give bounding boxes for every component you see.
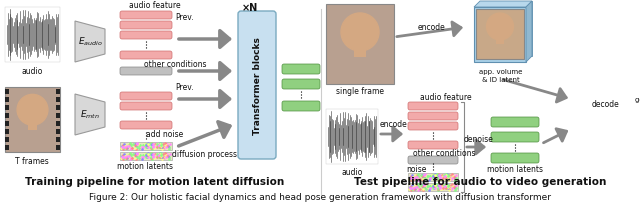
FancyBboxPatch shape bbox=[238, 12, 276, 159]
FancyBboxPatch shape bbox=[120, 92, 172, 101]
Bar bbox=[5, 105, 9, 110]
FancyBboxPatch shape bbox=[491, 117, 539, 127]
Bar bbox=[408, 183, 458, 191]
Bar bbox=[120, 142, 172, 150]
Circle shape bbox=[17, 95, 48, 125]
Bar bbox=[5, 145, 9, 150]
Bar bbox=[5, 97, 9, 103]
Bar bbox=[355, 48, 365, 57]
Text: decode: decode bbox=[592, 100, 620, 109]
FancyBboxPatch shape bbox=[491, 153, 539, 163]
FancyBboxPatch shape bbox=[120, 121, 172, 129]
Text: other conditions: other conditions bbox=[413, 149, 476, 158]
Text: $E_{audio}$: $E_{audio}$ bbox=[77, 36, 102, 48]
Bar bbox=[326, 109, 378, 164]
Bar bbox=[56, 129, 60, 134]
FancyBboxPatch shape bbox=[408, 156, 458, 164]
Bar bbox=[56, 137, 60, 142]
FancyBboxPatch shape bbox=[282, 80, 320, 90]
Text: audio feature: audio feature bbox=[129, 1, 181, 11]
FancyBboxPatch shape bbox=[491, 132, 539, 142]
Text: single frame: single frame bbox=[336, 87, 384, 96]
Text: encode: encode bbox=[418, 23, 446, 32]
Text: audio feature: audio feature bbox=[420, 93, 472, 102]
Text: T frames: T frames bbox=[15, 157, 49, 166]
FancyBboxPatch shape bbox=[282, 65, 320, 75]
Text: app. volume: app. volume bbox=[479, 69, 523, 75]
Bar bbox=[56, 121, 60, 126]
Polygon shape bbox=[526, 2, 532, 63]
Text: encode: encode bbox=[380, 120, 408, 129]
Circle shape bbox=[341, 14, 379, 52]
Bar bbox=[56, 90, 60, 95]
Polygon shape bbox=[75, 95, 105, 135]
FancyBboxPatch shape bbox=[408, 122, 458, 130]
Circle shape bbox=[486, 14, 513, 41]
Text: Prev.: Prev. bbox=[176, 13, 195, 22]
Bar bbox=[476, 10, 524, 60]
Bar bbox=[5, 137, 9, 142]
Text: Transformer blocks: Transformer blocks bbox=[253, 37, 262, 134]
FancyBboxPatch shape bbox=[408, 141, 458, 149]
Bar bbox=[56, 114, 60, 118]
FancyBboxPatch shape bbox=[282, 102, 320, 111]
FancyBboxPatch shape bbox=[120, 103, 172, 110]
Bar bbox=[5, 90, 9, 95]
Bar bbox=[5, 129, 9, 134]
Text: Training pipeline for motion latent diffusion: Training pipeline for motion latent diff… bbox=[26, 176, 285, 186]
FancyBboxPatch shape bbox=[120, 12, 172, 20]
Text: add noise: add noise bbox=[147, 130, 184, 139]
FancyBboxPatch shape bbox=[120, 32, 172, 40]
FancyBboxPatch shape bbox=[408, 112, 458, 121]
Bar bbox=[496, 38, 504, 45]
Text: & ID latent: & ID latent bbox=[482, 77, 520, 83]
Polygon shape bbox=[75, 22, 105, 63]
Text: Prev.: Prev. bbox=[176, 83, 195, 92]
Text: ×N: ×N bbox=[242, 3, 258, 13]
Text: $E_{mtn}$: $E_{mtn}$ bbox=[80, 108, 100, 121]
Bar bbox=[56, 145, 60, 150]
Text: audio: audio bbox=[341, 168, 363, 177]
Text: other conditions: other conditions bbox=[144, 60, 206, 69]
Text: noise: noise bbox=[406, 165, 426, 174]
Bar bbox=[5, 121, 9, 126]
Bar bbox=[120, 152, 172, 160]
Text: motion latents: motion latents bbox=[117, 162, 173, 171]
Bar bbox=[326, 5, 394, 85]
Bar bbox=[474, 8, 526, 63]
Text: Test pipeline for audio to video generation: Test pipeline for audio to video generat… bbox=[354, 176, 606, 186]
Text: generated video frames: generated video frames bbox=[635, 97, 640, 103]
Bar bbox=[5, 88, 60, 152]
FancyBboxPatch shape bbox=[120, 22, 172, 30]
Bar bbox=[408, 173, 458, 181]
FancyBboxPatch shape bbox=[120, 68, 172, 76]
Text: denoise: denoise bbox=[464, 135, 494, 144]
Text: audio: audio bbox=[21, 67, 43, 76]
Text: motion latents: motion latents bbox=[487, 165, 543, 174]
Text: Figure 2: Our holistic facial dynamics and head pose generation framework with d: Figure 2: Our holistic facial dynamics a… bbox=[89, 193, 551, 201]
FancyBboxPatch shape bbox=[120, 52, 172, 60]
Polygon shape bbox=[474, 2, 532, 8]
Bar bbox=[28, 123, 37, 130]
Bar bbox=[480, 2, 532, 57]
Bar bbox=[56, 97, 60, 103]
Text: diffusion process: diffusion process bbox=[173, 150, 237, 159]
Bar bbox=[5, 8, 60, 63]
FancyBboxPatch shape bbox=[408, 103, 458, 110]
Bar bbox=[5, 114, 9, 118]
Bar bbox=[56, 105, 60, 110]
